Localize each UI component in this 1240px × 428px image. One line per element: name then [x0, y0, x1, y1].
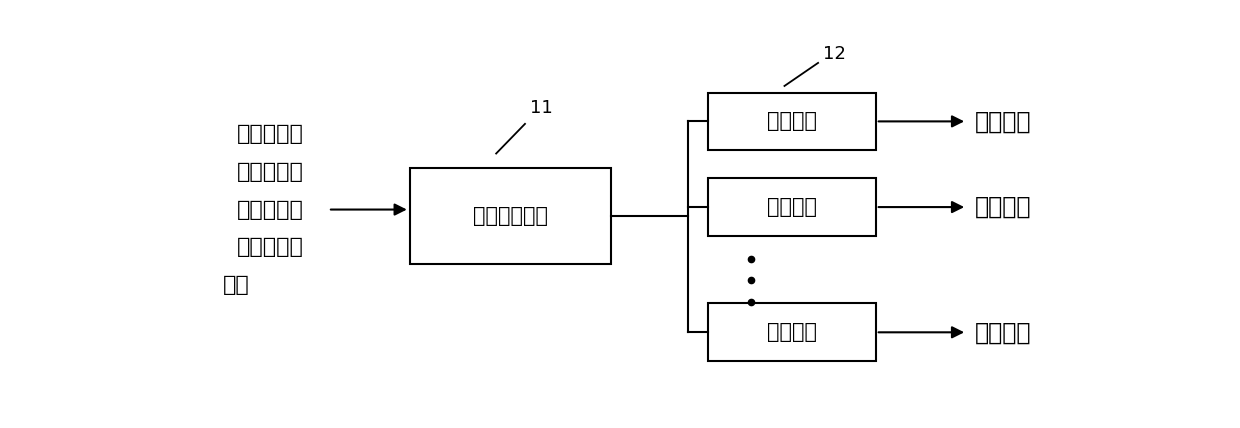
Text: 多种糖尿病: 多种糖尿病 — [237, 162, 304, 181]
Text: 眼底图像、: 眼底图像、 — [237, 124, 304, 144]
Text: 信息: 信息 — [223, 275, 250, 295]
Bar — [409, 168, 611, 264]
Text: 输出网络: 输出网络 — [766, 111, 817, 131]
Bar — [708, 92, 875, 150]
Bar — [708, 178, 875, 236]
Text: 相关信息和: 相关信息和 — [237, 199, 304, 220]
Bar — [708, 303, 875, 361]
Text: 12: 12 — [823, 45, 846, 63]
Text: 糖尿病类型: 糖尿病类型 — [237, 238, 304, 258]
Text: 输出网络: 输出网络 — [766, 197, 817, 217]
Text: 特征提取网络: 特征提取网络 — [474, 206, 548, 226]
Text: 11: 11 — [529, 99, 553, 117]
Text: 识别结果: 识别结果 — [975, 195, 1032, 219]
Text: 分类结果: 分类结果 — [975, 320, 1032, 344]
Text: 识别结果: 识别结果 — [975, 110, 1032, 134]
Text: 输出网络: 输出网络 — [766, 322, 817, 342]
